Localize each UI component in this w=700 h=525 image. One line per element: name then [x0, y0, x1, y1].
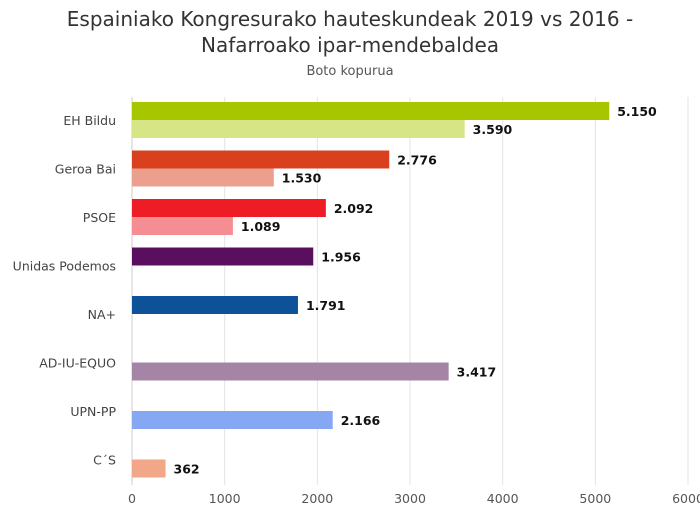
bar: [132, 217, 233, 235]
x-tick-label: 3000: [394, 491, 426, 506]
data-label: 3.417: [457, 365, 497, 380]
category-label: C´S: [93, 453, 116, 468]
bar: [132, 247, 314, 266]
category-label: UPN-PP: [70, 404, 116, 419]
x-tick-label: 6000: [672, 491, 700, 506]
bar: [132, 459, 166, 478]
chart-title-line-1: Espainiako Kongresurako hauteskundeak 20…: [66, 7, 634, 31]
x-tick-label: 0: [128, 491, 136, 506]
bar: [132, 120, 465, 138]
data-label: 1.530: [282, 171, 322, 186]
chart-title: Espainiako Kongresurako hauteskundeak 20…: [0, 6, 700, 58]
data-label: 2.166: [341, 413, 381, 428]
data-label: 1.956: [321, 250, 361, 265]
bar: [132, 199, 326, 217]
category-label: NA+: [88, 307, 116, 322]
data-label: 362: [174, 462, 200, 477]
bar: [132, 411, 333, 429]
data-label: 3.590: [473, 122, 513, 137]
bar: [132, 150, 390, 169]
data-label: 2.776: [397, 153, 437, 168]
bar: [132, 102, 610, 120]
x-tick-label: 1000: [209, 491, 241, 506]
category-label: AD-IU-EQUO: [39, 356, 116, 371]
x-tick-label: 2000: [301, 491, 333, 506]
chart-subtitle: Boto kopurua: [306, 64, 394, 79]
data-label: 1.791: [306, 298, 346, 313]
x-tick-label: 5000: [579, 491, 611, 506]
category-label: EH Bildu: [63, 113, 116, 128]
bar: [132, 296, 298, 314]
chart-title-line-2: Nafarroako ipar-mendebaldea: [200, 33, 500, 57]
data-label: 1.089: [241, 219, 281, 234]
data-label: 5.150: [617, 104, 657, 119]
category-label: Unidas Podemos: [13, 259, 116, 274]
category-label: Geroa Bai: [55, 162, 116, 177]
bar: [132, 362, 449, 381]
category-label: PSOE: [83, 210, 116, 225]
bar: [132, 168, 274, 187]
data-label: 2.092: [334, 201, 374, 216]
x-tick-label: 4000: [487, 491, 519, 506]
